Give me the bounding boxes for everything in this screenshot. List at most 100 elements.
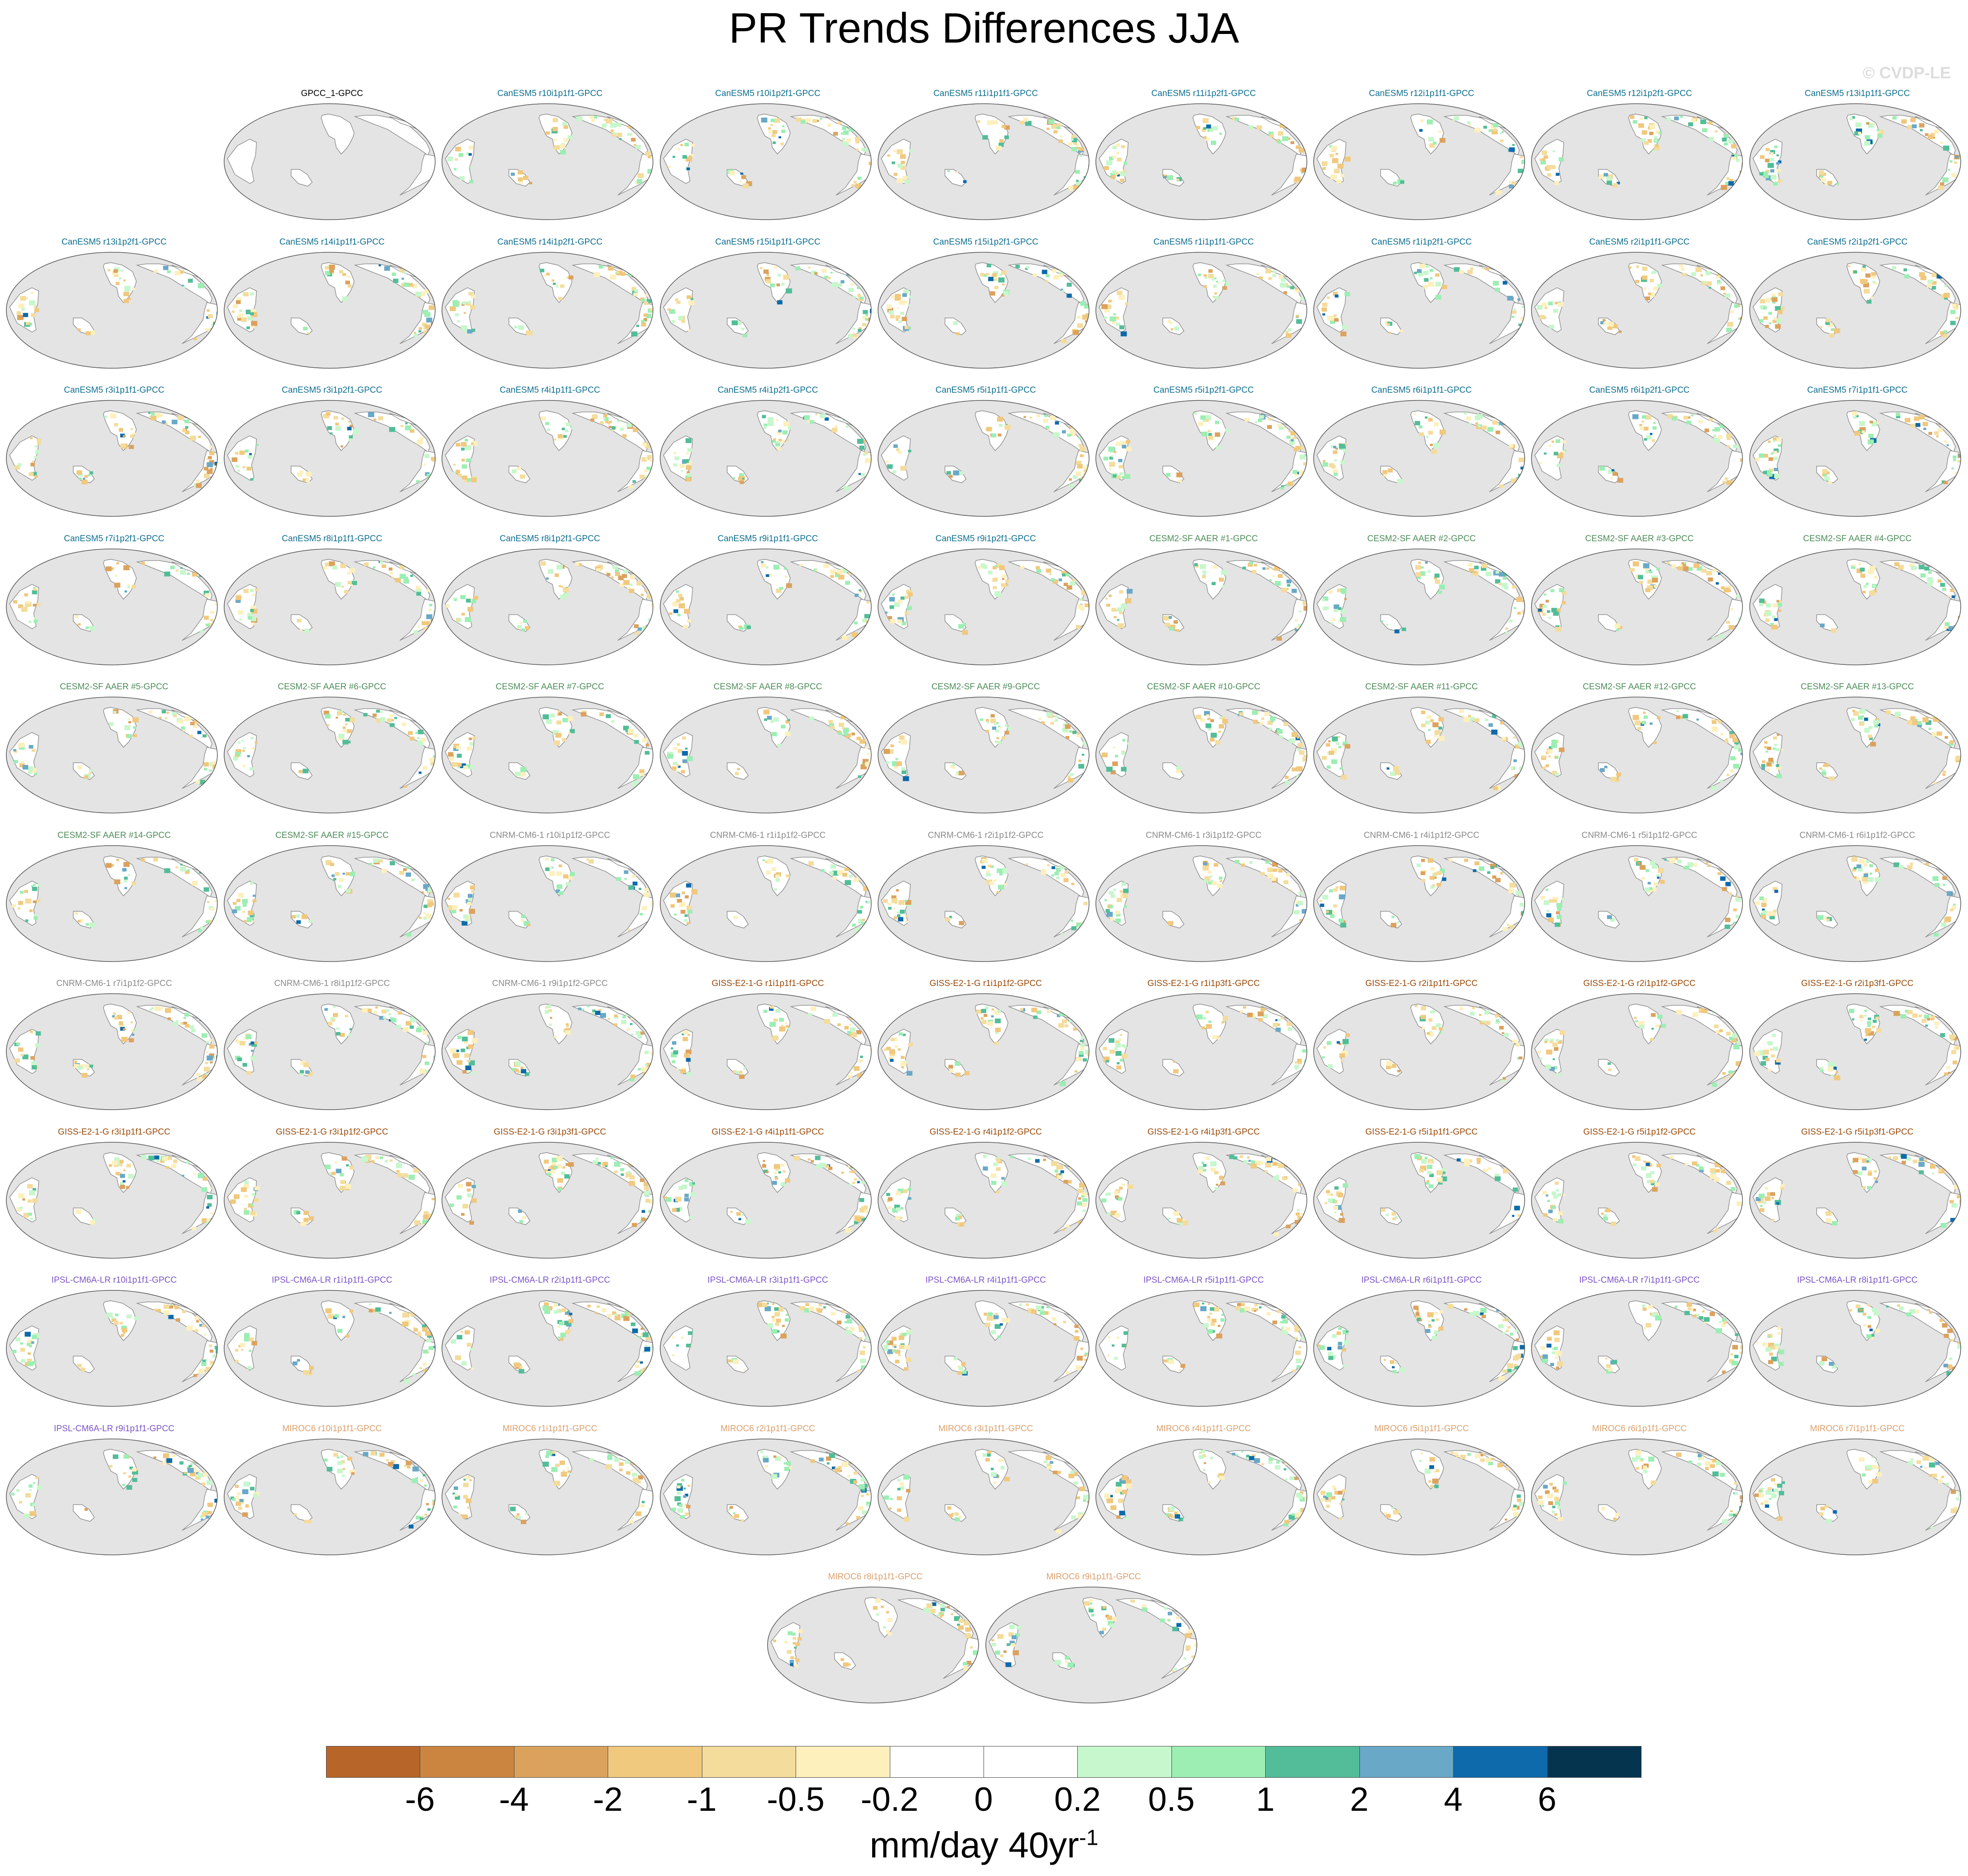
trend-cell	[1115, 1043, 1121, 1048]
trend-cell	[781, 1025, 783, 1027]
trend-cell	[30, 291, 34, 294]
trend-cell	[345, 1015, 348, 1018]
trend-cell	[1066, 282, 1072, 287]
trend-cell	[1955, 317, 1958, 319]
trend-cell	[1875, 1016, 1879, 1020]
trend-cell	[566, 422, 571, 426]
trend-cell	[1719, 634, 1724, 639]
trend-cell	[852, 923, 856, 927]
trend-cell	[1960, 911, 1961, 916]
trend-cell	[1768, 312, 1772, 315]
trend-cell	[20, 1053, 24, 1057]
trend-cell	[1555, 922, 1560, 927]
trend-cell	[1101, 303, 1108, 309]
trend-cell	[1852, 868, 1856, 872]
trend-cell	[595, 1157, 599, 1160]
globe-border	[442, 251, 654, 369]
trend-cell	[423, 330, 429, 334]
trend-cell	[1287, 137, 1291, 140]
trend-cell	[433, 1055, 436, 1061]
trend-cell	[1116, 475, 1121, 479]
trend-cell	[1194, 412, 1197, 415]
trend-cell	[1876, 1028, 1882, 1033]
trend-cell	[1549, 324, 1555, 329]
trend-cell	[410, 736, 415, 741]
trend-cell	[886, 761, 889, 764]
trend-cell	[85, 331, 91, 335]
trend-cell	[1961, 618, 1962, 621]
trend-cell	[133, 726, 136, 729]
trend-cell	[465, 616, 471, 622]
trend-cell	[90, 330, 95, 335]
trend-cell	[1397, 921, 1400, 924]
globe-border	[6, 993, 218, 1110]
trend-cell	[1826, 471, 1830, 475]
trend-cell	[1417, 576, 1421, 579]
trend-cell	[1830, 1074, 1834, 1077]
trend-cell	[548, 1166, 552, 1169]
trend-cell	[1262, 567, 1266, 570]
trend-cell	[590, 115, 594, 119]
trend-cell	[999, 565, 1005, 570]
trend-cell	[418, 730, 424, 735]
trend-cell	[1070, 138, 1074, 141]
map-panel: CESM2-SF AAER #13-GPCC	[1749, 682, 1966, 820]
trend-cell	[1430, 885, 1435, 889]
trend-cell	[587, 1005, 590, 1007]
trend-cell	[215, 603, 217, 606]
ocean-background	[660, 845, 871, 962]
trend-cell	[1422, 1027, 1425, 1029]
trend-cell	[1321, 161, 1328, 166]
trend-cell	[641, 593, 644, 596]
trend-cell	[1824, 476, 1830, 481]
trend-cell	[1934, 1021, 1939, 1026]
trend-cell	[673, 747, 677, 750]
trend-cell	[167, 1156, 173, 1160]
trend-cell	[1554, 1066, 1558, 1069]
trend-cell	[1071, 433, 1075, 436]
trend-cell	[1333, 904, 1337, 908]
trend-cell	[894, 1204, 900, 1209]
trend-cell	[433, 610, 436, 615]
trend-cell	[1934, 431, 1939, 435]
trend-cell	[1383, 473, 1387, 477]
trend-cell	[1951, 905, 1956, 909]
trend-cell	[863, 886, 869, 891]
trend-cell	[955, 774, 958, 776]
trend-cell	[955, 1073, 961, 1077]
trend-cell	[1287, 583, 1291, 587]
land-outline	[227, 139, 257, 184]
trend-cell	[17, 907, 20, 909]
trend-cell	[803, 415, 810, 420]
trend-cell	[1946, 1066, 1950, 1069]
globe-border	[1749, 103, 1961, 220]
trend-cell	[864, 458, 871, 463]
trend-cell	[780, 142, 784, 145]
panel-title: CanESM5 r4i1p2f1-GPCC	[717, 385, 818, 395]
trend-cell	[901, 767, 906, 771]
trend-cell	[340, 1173, 344, 1176]
trend-cell	[1454, 116, 1459, 120]
trend-cell	[1434, 577, 1438, 579]
map-panel: CanESM5 r14i1p1f1-GPCC	[223, 237, 441, 375]
trend-cell	[986, 263, 991, 267]
trend-cell	[1778, 292, 1783, 296]
trend-cell	[1113, 746, 1115, 749]
trend-cell	[617, 133, 623, 137]
trend-cell	[629, 588, 635, 593]
trend-cell	[1440, 138, 1446, 143]
trend-cell	[461, 1049, 466, 1053]
trend-cell	[1769, 914, 1775, 919]
trend-cell	[200, 630, 203, 633]
trend-cell	[1517, 611, 1521, 615]
trend-cell	[1646, 570, 1649, 573]
trend-cell	[595, 1010, 601, 1015]
trend-cell	[546, 131, 550, 135]
land-outline	[1316, 583, 1347, 629]
trend-cell	[998, 884, 1004, 890]
trend-cell	[1413, 413, 1416, 415]
map-panel: CESM2-SF AAER #4-GPCC	[1749, 534, 1966, 672]
trend-cell	[1492, 129, 1498, 135]
trend-cell	[1730, 756, 1736, 760]
ocean-background	[660, 400, 871, 516]
